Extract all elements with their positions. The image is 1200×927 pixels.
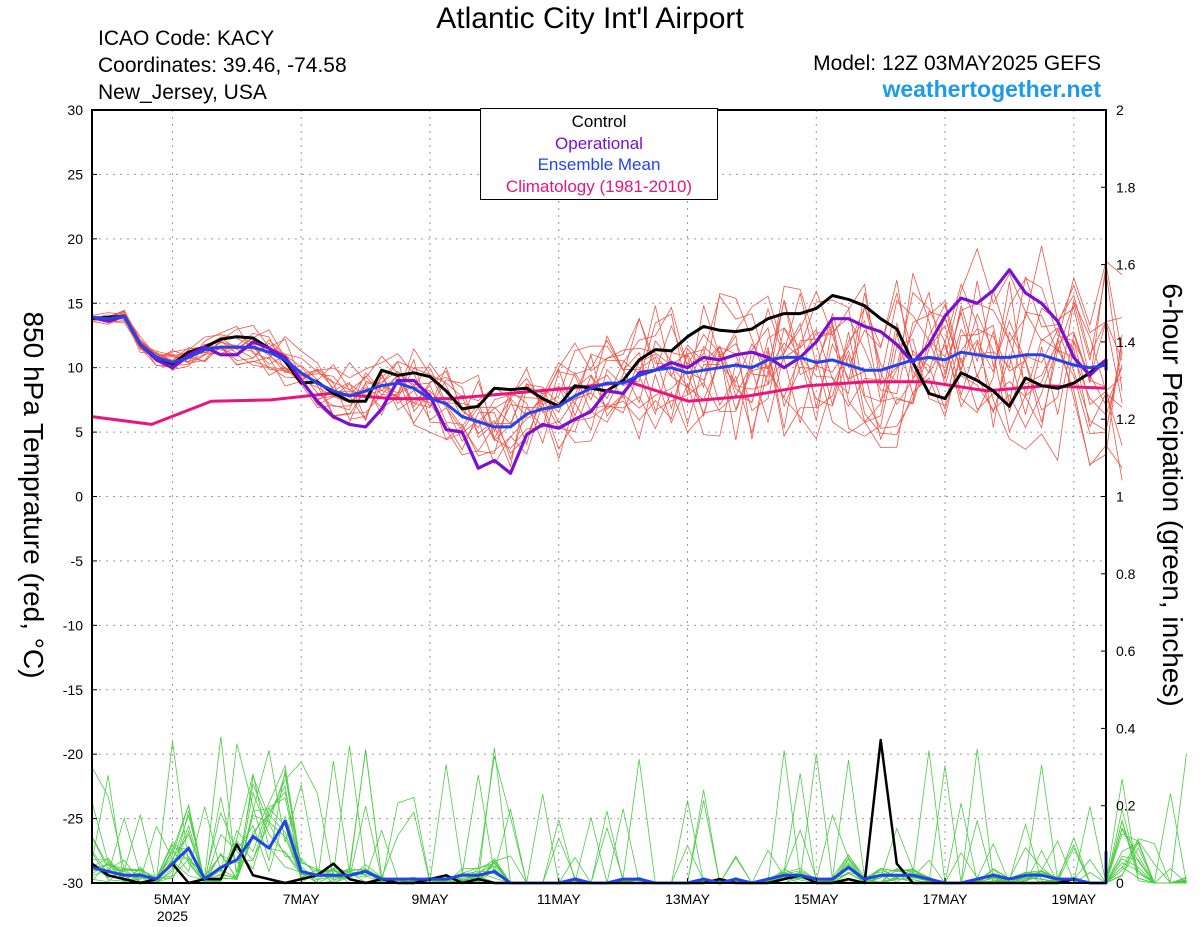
y-tick-label-right: 1.6 bbox=[1116, 257, 1136, 273]
y-tick-label-right: 1.4 bbox=[1116, 334, 1136, 350]
y-tick-label-right: 0.4 bbox=[1116, 720, 1136, 736]
x-tick-label: 11MAY bbox=[537, 891, 581, 907]
coordinates: Coordinates: 39.46, -74.58 bbox=[98, 54, 347, 77]
ensemble-member-temp-line bbox=[91, 299, 1123, 462]
y-tick-label-left: -20 bbox=[63, 746, 83, 762]
ensemble-mean-precip-line bbox=[91, 819, 1108, 885]
y-tick-label-left: 15 bbox=[67, 295, 83, 311]
brand-link[interactable]: weathertogether.net bbox=[882, 76, 1101, 102]
x-tick-label: 19MAY bbox=[1051, 891, 1097, 907]
region-label: New_Jersey, USA bbox=[98, 81, 267, 104]
ensemble-member-precip-line bbox=[91, 748, 1187, 885]
x-tick-label: 15MAY bbox=[794, 891, 840, 907]
y-tick-label-left: 5 bbox=[75, 424, 83, 440]
y-tick-label-left: 10 bbox=[67, 360, 83, 376]
y-tick-label-left: -10 bbox=[63, 617, 83, 633]
y-tick-label-left: 20 bbox=[67, 231, 83, 247]
y-tick-label-left: -5 bbox=[71, 553, 84, 569]
legend-ensemble-mean: Ensemble Mean bbox=[537, 155, 661, 174]
y-tick-label-left: 0 bbox=[75, 489, 83, 505]
ensemble-member-temp-line bbox=[91, 271, 1123, 465]
y-tick-label-left: 30 bbox=[67, 102, 83, 118]
y-tick-label-right: 2 bbox=[1116, 102, 1124, 118]
operational-temp-line bbox=[91, 268, 1108, 475]
x-tick-label: 13MAY bbox=[665, 891, 711, 907]
y-tick-label-left: -15 bbox=[63, 682, 83, 698]
y-tick-label-right: 0.6 bbox=[1116, 643, 1136, 659]
legend-control: Control bbox=[571, 112, 627, 131]
ensemble-member-precip-line bbox=[91, 755, 1187, 884]
y-tick-label-right: 0.2 bbox=[1116, 798, 1136, 814]
ensemble-member-temp-line bbox=[91, 291, 1123, 481]
ensemble-mean-temp-line bbox=[91, 314, 1108, 429]
ensemble-member-precip-line bbox=[91, 736, 1187, 884]
x-tick-label: 9MAY bbox=[411, 891, 449, 907]
ensemble-member-precip-line bbox=[91, 749, 1187, 884]
y-axis-label-right: 6-hour Precipation (green, inches) bbox=[1157, 283, 1188, 707]
y-tick-label-right: 0 bbox=[1116, 875, 1124, 891]
y-tick-label-right: 1.8 bbox=[1116, 179, 1136, 195]
icao-code: ICAO Code: KACY bbox=[98, 27, 275, 50]
y-tick-label-right: 1.2 bbox=[1116, 411, 1136, 427]
legend-climatology: Climatology (1981-2010) bbox=[505, 176, 693, 196]
x-tick-sublabel: 2025 bbox=[157, 908, 188, 924]
y-tick-label-right: 1 bbox=[1116, 489, 1124, 505]
x-tick-label: 7MAY bbox=[283, 891, 321, 907]
chart-title: Atlantic City Int'l Airport bbox=[436, 2, 744, 35]
model-run: Model: 12Z 03MAY2025 GEFS bbox=[813, 52, 1101, 75]
x-tick-label: 5MAY bbox=[154, 891, 192, 907]
ensemble-member-temp-line bbox=[91, 247, 1123, 442]
legend-operational: Operational bbox=[555, 133, 643, 153]
legend: Control Operational Ensemble Mean Climat… bbox=[480, 108, 718, 200]
ensemble-member-precip-line bbox=[91, 745, 1187, 884]
y-tick-label-right: 0.8 bbox=[1116, 566, 1136, 582]
y-tick-label-left: -30 bbox=[63, 875, 83, 891]
y-tick-label-left: -25 bbox=[63, 811, 83, 827]
ensemble-member-precip-line bbox=[91, 748, 1187, 884]
ensemble-member-temp-line bbox=[91, 291, 1123, 466]
ensemble-member-temp-line bbox=[91, 280, 1123, 469]
y-axis-label-left: 850 hPa Temprature (red, °C) bbox=[18, 311, 49, 679]
ensemble-member-precip-line bbox=[91, 761, 1187, 884]
y-tick-label-left: 25 bbox=[67, 166, 83, 182]
ensemble-member-precip-line bbox=[91, 743, 1187, 884]
ensemble-member-temp-line bbox=[91, 277, 1123, 446]
x-tick-label: 17MAY bbox=[923, 891, 969, 907]
